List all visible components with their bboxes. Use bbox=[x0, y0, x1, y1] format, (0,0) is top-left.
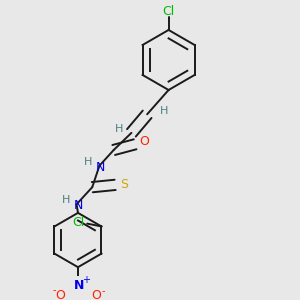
Text: N: N bbox=[74, 199, 83, 212]
Text: S: S bbox=[120, 178, 128, 191]
Text: H: H bbox=[160, 106, 168, 116]
Text: Cl: Cl bbox=[163, 5, 175, 18]
Text: O: O bbox=[55, 289, 65, 300]
Text: Cl: Cl bbox=[72, 216, 84, 229]
Text: O: O bbox=[139, 136, 149, 148]
Text: N: N bbox=[96, 160, 106, 174]
Text: N: N bbox=[74, 279, 84, 292]
Text: H: H bbox=[84, 157, 93, 167]
Text: -: - bbox=[52, 285, 56, 295]
Text: -: - bbox=[102, 286, 106, 296]
Text: +: + bbox=[82, 275, 90, 285]
Text: O: O bbox=[92, 289, 101, 300]
Text: H: H bbox=[115, 124, 124, 134]
Text: H: H bbox=[61, 195, 70, 205]
